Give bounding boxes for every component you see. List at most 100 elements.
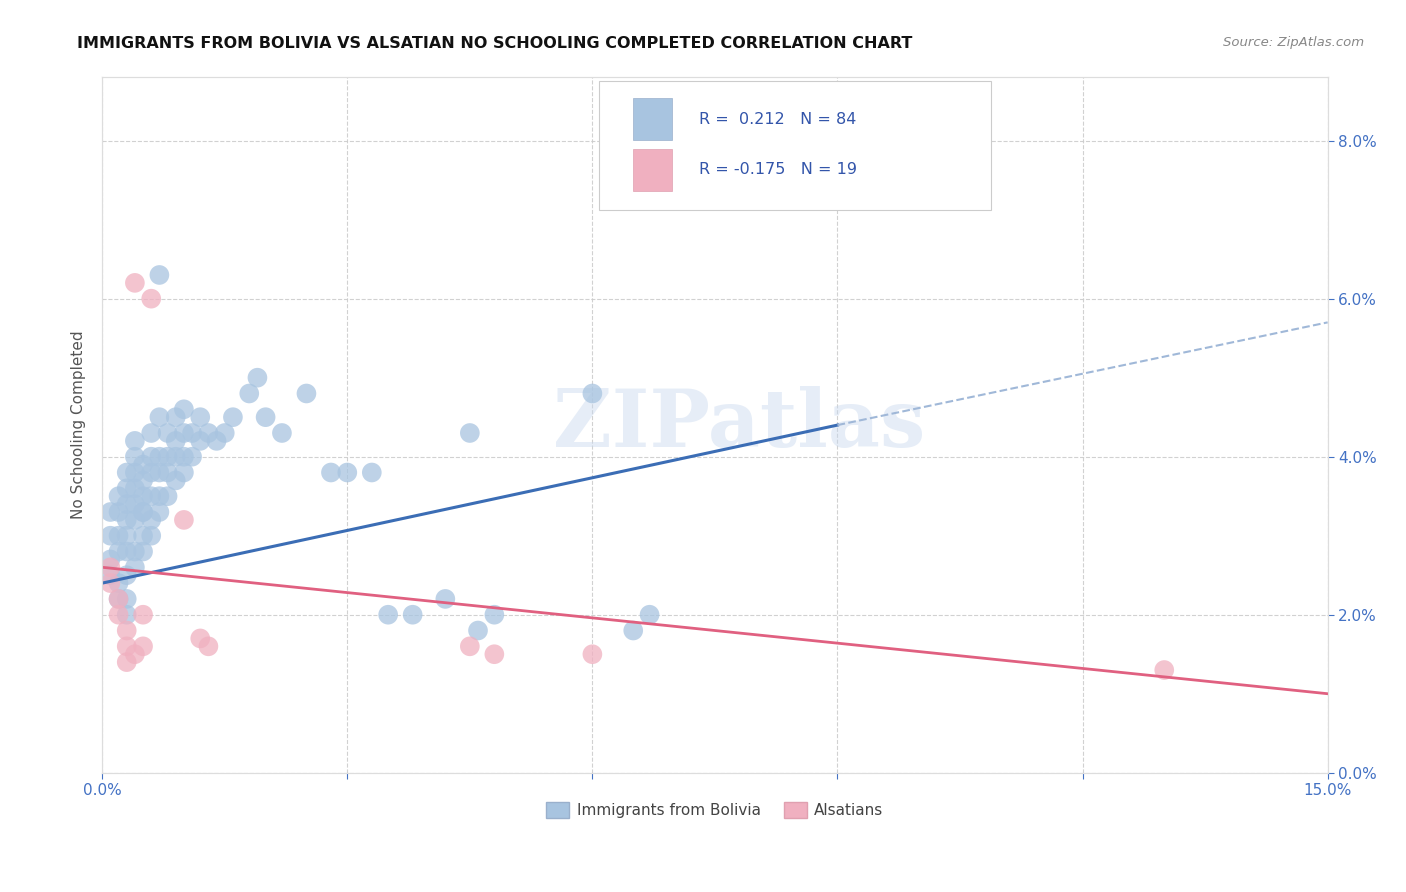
Point [107, 591, 129, 606]
Point [148, 466, 170, 480]
Point [141, 292, 163, 306]
Point [188, 410, 211, 425]
Point [148, 410, 170, 425]
Point [173, 513, 195, 527]
Point [156, 489, 179, 503]
Point [115, 568, 138, 582]
Text: ZIPatlas: ZIPatlas [554, 386, 925, 464]
Point [124, 560, 146, 574]
Point [295, 386, 318, 401]
Point [115, 624, 138, 638]
Point [124, 513, 146, 527]
Point [319, 466, 342, 480]
Point [107, 505, 129, 519]
Point [188, 632, 211, 646]
Point [173, 466, 195, 480]
Point [107, 591, 129, 606]
Point [336, 466, 359, 480]
Point [156, 425, 179, 440]
Point [197, 640, 219, 654]
Point [141, 529, 163, 543]
Point [173, 450, 195, 464]
Point [132, 505, 155, 519]
Point [222, 410, 245, 425]
Text: Source: ZipAtlas.com: Source: ZipAtlas.com [1223, 36, 1364, 49]
Point [181, 425, 204, 440]
Point [165, 474, 187, 488]
Point [141, 489, 163, 503]
Point [124, 276, 146, 290]
Point [100, 560, 122, 574]
Point [115, 497, 138, 511]
Point [467, 624, 489, 638]
Point [581, 647, 603, 661]
Point [205, 434, 228, 448]
Point [377, 607, 399, 622]
Y-axis label: No Schooling Completed: No Schooling Completed [72, 331, 86, 519]
Point [132, 458, 155, 472]
Point [124, 647, 146, 661]
Point [188, 434, 211, 448]
Point [165, 410, 187, 425]
Point [115, 481, 138, 495]
FancyBboxPatch shape [599, 81, 991, 210]
Point [115, 529, 138, 543]
Point [124, 466, 146, 480]
Text: R = -0.175   N = 19: R = -0.175 N = 19 [699, 162, 858, 178]
Point [132, 489, 155, 503]
Point [100, 505, 122, 519]
Point [141, 450, 163, 464]
FancyBboxPatch shape [633, 149, 672, 191]
Point [214, 425, 236, 440]
Point [165, 450, 187, 464]
Point [148, 450, 170, 464]
Point [246, 370, 269, 384]
Point [132, 607, 155, 622]
Point [271, 425, 294, 440]
Point [254, 410, 277, 425]
Text: R =  0.212   N = 84: R = 0.212 N = 84 [699, 112, 856, 127]
Point [107, 529, 129, 543]
Legend: Immigrants from Bolivia, Alsatians: Immigrants from Bolivia, Alsatians [540, 796, 890, 824]
Text: IMMIGRANTS FROM BOLIVIA VS ALSATIAN NO SCHOOLING COMPLETED CORRELATION CHART: IMMIGRANTS FROM BOLIVIA VS ALSATIAN NO S… [77, 36, 912, 51]
Point [621, 624, 644, 638]
Point [148, 505, 170, 519]
Point [107, 489, 129, 503]
Point [124, 434, 146, 448]
Point [238, 386, 260, 401]
Point [458, 640, 481, 654]
Point [115, 591, 138, 606]
Point [132, 640, 155, 654]
Point [132, 505, 155, 519]
Point [148, 268, 170, 282]
Point [156, 466, 179, 480]
Point [100, 576, 122, 591]
Point [638, 607, 661, 622]
Point [115, 607, 138, 622]
Point [115, 466, 138, 480]
Point [132, 544, 155, 558]
Point [115, 513, 138, 527]
Point [100, 552, 122, 566]
Point [107, 607, 129, 622]
Point [173, 425, 195, 440]
Point [827, 149, 849, 163]
Point [581, 386, 603, 401]
Point [115, 640, 138, 654]
Point [197, 425, 219, 440]
Point [132, 529, 155, 543]
Point [141, 425, 163, 440]
Point [107, 544, 129, 558]
Point [165, 434, 187, 448]
Point [124, 481, 146, 495]
Point [1153, 663, 1175, 677]
Point [107, 576, 129, 591]
Point [141, 513, 163, 527]
Point [181, 450, 204, 464]
Point [360, 466, 382, 480]
Point [115, 544, 138, 558]
Point [401, 607, 423, 622]
Point [156, 450, 179, 464]
Point [484, 647, 506, 661]
Point [100, 568, 122, 582]
